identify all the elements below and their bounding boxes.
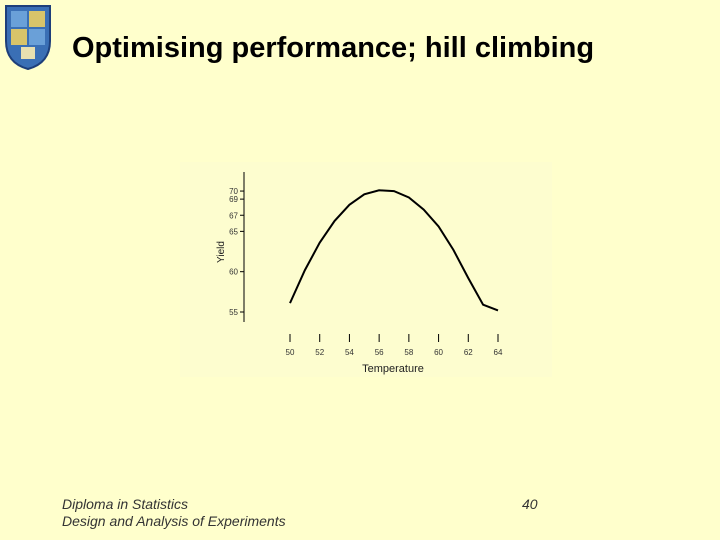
footer-module: Design and Analysis of Experiments: [62, 513, 286, 529]
x-tick-label: 64: [494, 348, 503, 357]
x-tick-label: 52: [315, 348, 324, 357]
y-tick-label: 55: [229, 308, 238, 317]
page-number: 40: [522, 496, 538, 512]
y-axis-label: Yield: [216, 241, 227, 263]
y-tick-label: 65: [229, 227, 238, 236]
y-tick-label: 69: [229, 195, 238, 204]
y-tick-label: 60: [229, 268, 238, 277]
x-tick-label: 58: [404, 348, 413, 357]
x-tick-label: 60: [434, 348, 443, 357]
yield-curve: [289, 189, 499, 312]
chart-panel: [180, 162, 552, 377]
x-tick-label: 56: [375, 348, 384, 357]
footer-course: Diploma in Statistics: [62, 496, 189, 512]
x-tick-label: 54: [345, 348, 354, 357]
crest-icon: [5, 5, 51, 71]
x-tick-label: 62: [464, 348, 473, 357]
footer: Diploma in Statistics Design and Analysi…: [62, 496, 286, 530]
y-tick-label: 67: [229, 211, 238, 220]
x-axis-label: Temperature: [362, 363, 424, 375]
x-tick-label: 50: [286, 348, 295, 357]
slide-title: Optimising performance; hill climbing: [72, 32, 595, 64]
y-tick-label: 70: [229, 187, 238, 196]
